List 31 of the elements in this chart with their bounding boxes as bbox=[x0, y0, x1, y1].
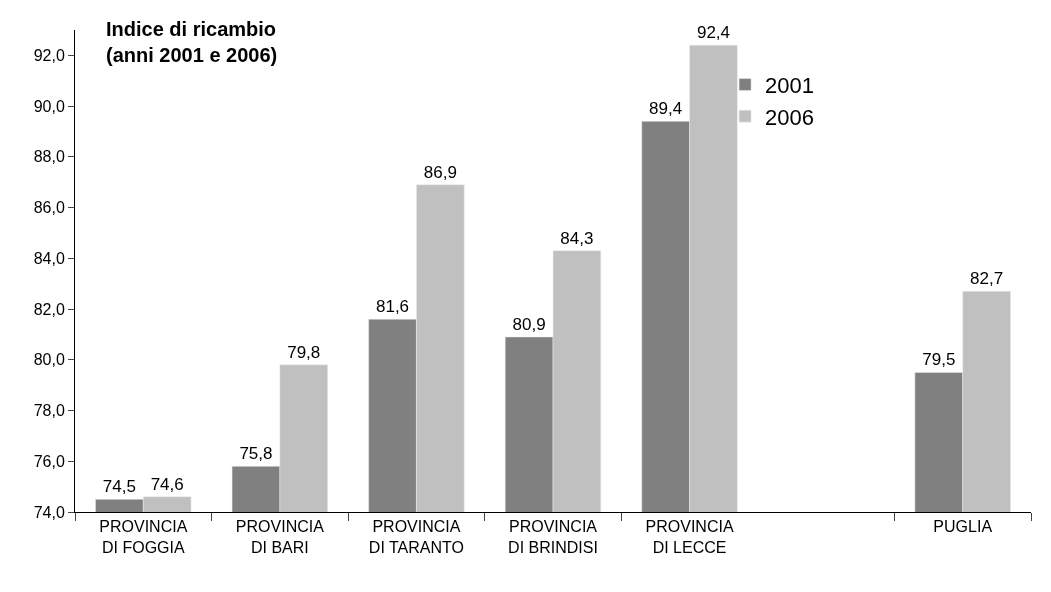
legend-label: 2006 bbox=[765, 104, 815, 130]
x-tick-label: PROVINCIA DI BARI bbox=[235, 518, 325, 556]
data-label: 79,5 bbox=[922, 350, 956, 370]
data-label: 74,5 bbox=[102, 477, 136, 497]
y-tick-label: 80,0 bbox=[33, 351, 65, 369]
y-tick-label: 88,0 bbox=[33, 148, 65, 166]
data-label: 86,9 bbox=[423, 162, 457, 182]
chart-title: Indice di ricambio (anni 2001 e 2006) bbox=[106, 18, 278, 66]
data-label: 82,7 bbox=[970, 269, 1004, 289]
x-tick-label: PROVINCIA DI BRINDISI bbox=[508, 518, 598, 556]
y-tick-label: 86,0 bbox=[33, 199, 65, 217]
data-label: 79,8 bbox=[287, 342, 321, 362]
y-tick-label: 74,0 bbox=[33, 503, 65, 521]
x-tick-label: PROVINCIA DI TARANTO bbox=[368, 518, 464, 556]
y-tick-label: 92,0 bbox=[33, 46, 65, 64]
y-tick-label: 84,0 bbox=[33, 249, 65, 267]
data-label: 92,4 bbox=[696, 23, 731, 43]
x-tick-label: PROVINCIA DI FOGGIA bbox=[99, 518, 188, 556]
data-label: 81,6 bbox=[375, 297, 410, 317]
y-tick-label: 78,0 bbox=[33, 402, 65, 420]
y-tick-label: 90,0 bbox=[33, 97, 65, 115]
data-label: 74,6 bbox=[150, 474, 184, 494]
y-tick-label: 82,0 bbox=[33, 300, 65, 318]
data-label: 75,8 bbox=[239, 444, 273, 464]
x-tick-label: PROVINCIA DI LECCE bbox=[645, 518, 734, 556]
data-label: 89,4 bbox=[649, 99, 683, 119]
legend-label: 2001 bbox=[765, 73, 815, 99]
x-tick-label: PUGLIA bbox=[933, 518, 993, 536]
data-label: 84,3 bbox=[560, 228, 594, 248]
y-tick-label: 76,0 bbox=[33, 452, 65, 470]
data-label: 80,9 bbox=[512, 314, 546, 334]
